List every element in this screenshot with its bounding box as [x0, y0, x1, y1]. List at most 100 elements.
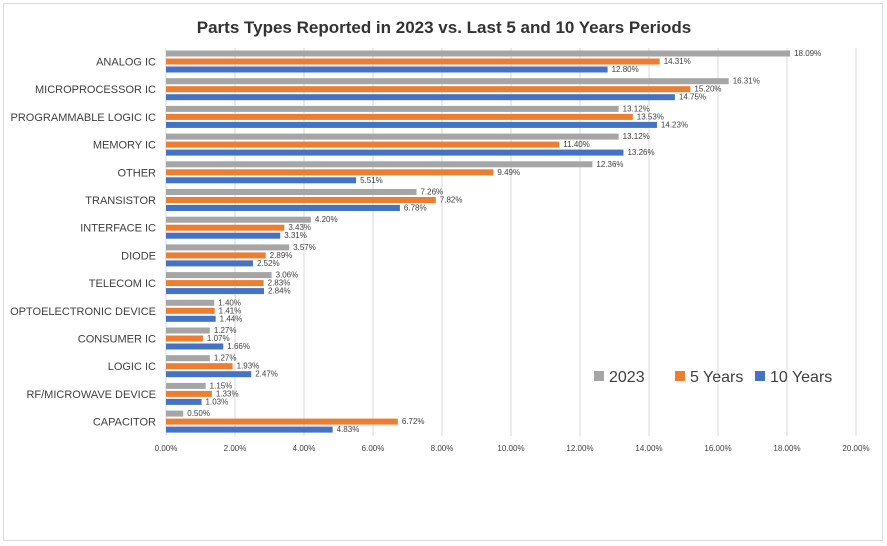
data-label: 3.06% [276, 271, 299, 280]
legend-label: 5 Years [690, 369, 743, 386]
category-label: INTERFACE IC [80, 223, 156, 235]
data-label: 12.80% [612, 65, 639, 74]
data-label: 3.43% [288, 223, 311, 232]
bar [166, 299, 215, 306]
bar [166, 371, 252, 378]
data-label: 18.09% [794, 49, 821, 58]
data-label: 2.83% [268, 279, 291, 288]
bar [166, 141, 560, 148]
data-label: 1.93% [237, 362, 260, 371]
data-label: 2.52% [257, 259, 280, 268]
bar [166, 315, 216, 322]
data-label: 7.82% [440, 196, 463, 205]
data-label: 11.40% [563, 140, 590, 149]
bar [166, 205, 400, 211]
data-label: 12.36% [596, 160, 623, 169]
data-label: 6.72% [402, 417, 425, 426]
bar [166, 197, 436, 203]
legend-swatch [675, 371, 685, 381]
bar [166, 244, 290, 251]
data-label: 1.33% [216, 389, 239, 398]
bar [166, 169, 494, 176]
legend-swatch [594, 371, 604, 381]
bar [166, 272, 272, 279]
category-label: CONSUMER IC [78, 334, 156, 346]
category-label: ANALOG IC [96, 57, 156, 69]
data-label: 13.12% [623, 104, 650, 113]
bar [166, 355, 210, 362]
legend: 2023 5 Years 10 Years [594, 369, 832, 386]
category-label: OTHER [118, 167, 157, 179]
x-tick-label: 10.00% [497, 444, 524, 453]
data-label: 9.49% [497, 168, 520, 177]
bar [166, 398, 202, 405]
data-labels: 18.09% 14.31% 12.80% 16.31% 15.20%14.75% 13.1… [187, 49, 821, 434]
bar [166, 177, 357, 184]
data-label: 3.57% [293, 243, 316, 252]
bars [166, 50, 791, 433]
bar [166, 232, 281, 239]
bar [166, 382, 206, 389]
data-label: 14.31% [664, 57, 691, 66]
bar [166, 66, 608, 73]
bar [166, 224, 285, 231]
bar [166, 260, 253, 267]
category-label: TRANSISTOR [85, 195, 156, 207]
bar [166, 105, 619, 112]
category-label: DIODE [121, 250, 156, 262]
data-label: 3.31% [284, 231, 307, 240]
data-label: 14.23% [661, 120, 688, 129]
data-label: 16.31% [733, 77, 760, 86]
bar [166, 86, 691, 93]
bar [166, 121, 657, 128]
x-tick-label: 2.00% [224, 444, 247, 453]
x-tick-label: 18.00% [773, 444, 800, 453]
bar [166, 189, 417, 195]
category-labels: ANALOG IC MICROPROCESSOR IC PROGRAMMABLE L… [10, 57, 156, 429]
data-label: 6.78% [404, 204, 427, 213]
bar [166, 94, 675, 101]
category-label: MICROPROCESSOR IC [35, 84, 156, 96]
x-axis-ticks: 0.00% 2.00% 4.00% 6.00% 8.00% 10.00% 12.00% 14.… [155, 444, 870, 453]
bar [166, 280, 264, 287]
bar [166, 78, 729, 85]
data-label: 13.26% [627, 148, 654, 157]
x-tick-label: 20.00% [842, 444, 869, 453]
bar [166, 288, 264, 295]
bar [166, 133, 619, 140]
category-label: LOGIC IC [108, 361, 156, 373]
data-label: 13.12% [623, 132, 650, 141]
x-tick-label: 14.00% [635, 444, 662, 453]
bar [166, 390, 212, 397]
category-label: CAPACITOR [93, 417, 156, 429]
bar [166, 410, 184, 417]
bar [166, 343, 224, 350]
gridlines [165, 48, 857, 436]
data-label: 1.40% [218, 298, 241, 307]
data-label: 5.51% [360, 176, 383, 185]
data-label: 1.27% [214, 354, 237, 363]
data-label: 1.27% [214, 326, 237, 335]
bar [166, 149, 624, 156]
data-label: 1.03% [206, 397, 229, 406]
data-label: 2.47% [255, 370, 278, 379]
bar [166, 161, 593, 168]
x-tick-label: 12.00% [566, 444, 593, 453]
legend-swatch [755, 371, 765, 381]
legend-label: 10 Years [770, 369, 832, 386]
bar [166, 216, 311, 223]
data-label: 4.20% [315, 215, 338, 224]
chart-frame: Parts Types Reported in 2023 vs. Last 5 … [3, 3, 883, 541]
category-label: OPTOELECTRONIC DEVICE [10, 306, 156, 318]
bar [166, 426, 333, 433]
data-label: 1.07% [207, 334, 230, 343]
bar [166, 252, 266, 259]
x-tick-label: 6.00% [362, 444, 385, 453]
x-tick-label: 8.00% [431, 444, 454, 453]
bar [166, 327, 210, 334]
data-label: 13.53% [637, 112, 664, 121]
bar [166, 363, 233, 370]
data-label: 14.75% [679, 93, 706, 102]
data-label: 1.15% [210, 381, 233, 390]
category-label: RF/MICROWAVE DEVICE [26, 389, 156, 401]
